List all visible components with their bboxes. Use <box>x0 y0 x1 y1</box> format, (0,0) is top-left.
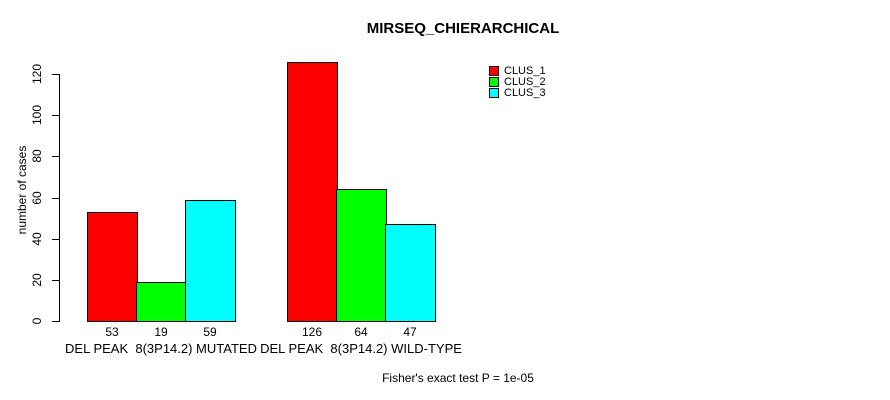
y-tick-label: 120 <box>30 63 44 85</box>
y-tick-label: 80 <box>30 149 44 163</box>
legend-item: CLUS_3 <box>489 87 546 99</box>
y-tick <box>52 321 59 322</box>
bar-value-label: 64 <box>354 325 368 339</box>
chart-title: MIRSEQ_CHIERARCHICAL <box>366 20 560 37</box>
footnote-text: Fisher's exact test P = 1e-05 <box>382 371 534 385</box>
legend-swatch-clus_2 <box>489 77 499 87</box>
bar-clus_2-group1 <box>136 282 187 322</box>
y-tick <box>52 115 59 116</box>
legend-label: CLUS_1 <box>504 65 546 77</box>
y-tick <box>52 239 59 240</box>
y-tick-label: 0 <box>30 317 44 325</box>
bar-clus_2-group2 <box>336 189 387 322</box>
x-category-label: DEL PEAK 8(3P14.2) WILD-TYPE <box>260 341 462 356</box>
legend-item: CLUS_1 <box>489 65 546 77</box>
y-tick-label: 100 <box>30 104 44 126</box>
y-tick-label: 20 <box>30 273 44 287</box>
bar-value-label: 126 <box>301 325 323 339</box>
legend-swatch-clus_1 <box>489 66 499 76</box>
x-category-label: DEL PEAK 8(3P14.2) MUTATED <box>65 341 257 356</box>
legend-item: CLUS_2 <box>489 76 546 88</box>
bar-clus_1-group1 <box>87 212 138 322</box>
y-tick <box>52 198 59 199</box>
bar-value-label: 59 <box>203 325 217 339</box>
y-tick <box>52 280 59 281</box>
y-tick-label: 40 <box>30 232 44 246</box>
y-tick <box>52 156 59 157</box>
bar-clus_1-group2 <box>287 62 338 322</box>
y-tick-label: 60 <box>30 191 44 205</box>
legend-swatch-clus_3 <box>489 88 499 98</box>
bar-clus_3-group1 <box>185 200 236 322</box>
legend-label: CLUS_2 <box>504 76 546 88</box>
bar-value-label: 47 <box>403 325 417 339</box>
bar-value-label: 19 <box>154 325 168 339</box>
bar-clus_3-group2 <box>385 224 436 322</box>
y-axis-line <box>59 74 60 322</box>
y-tick <box>52 74 59 75</box>
bar-value-label: 53 <box>105 325 119 339</box>
legend-label: CLUS_3 <box>504 87 546 99</box>
